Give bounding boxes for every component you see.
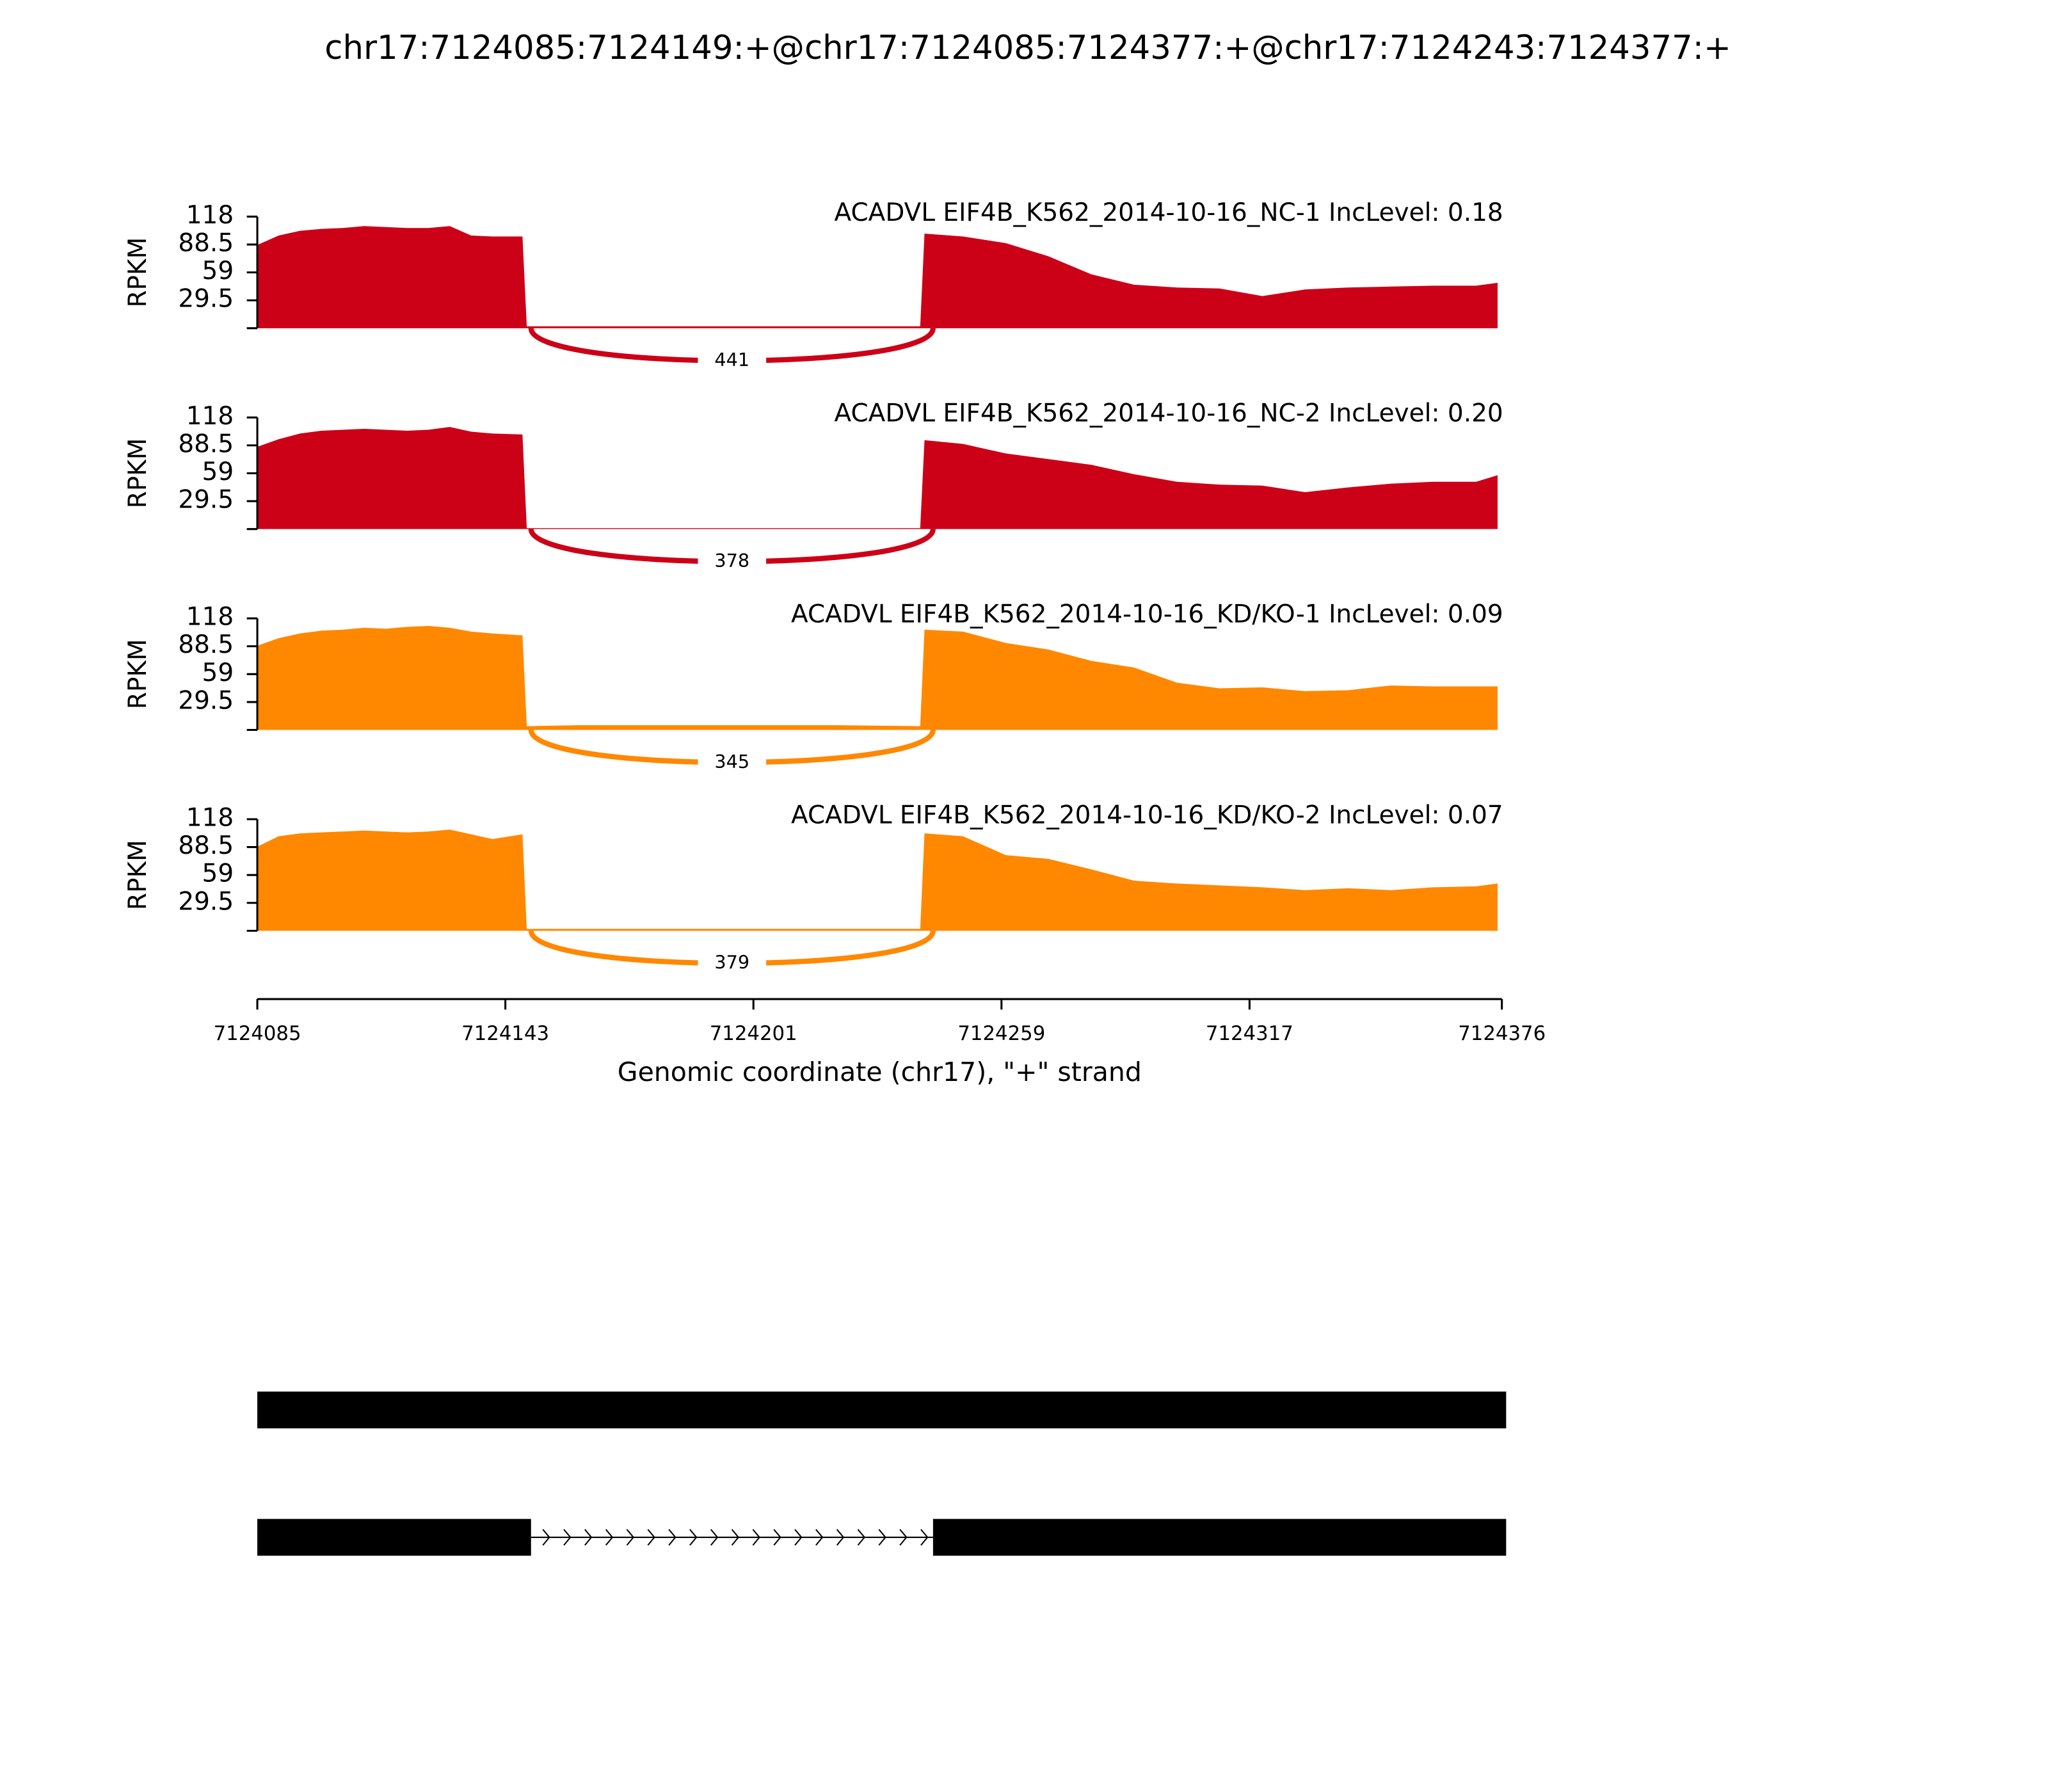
y-axis-label: RPKM xyxy=(124,840,152,910)
intron-chevron xyxy=(563,1529,572,1546)
x-tick-label: 7124201 xyxy=(710,1022,797,1045)
panel-title: ACADVL EIF4B_K562_2014-10-16_KD/KO-1 Inc… xyxy=(791,600,1503,629)
intron-chevron xyxy=(857,1529,866,1546)
y-tick-label: 29.5 xyxy=(178,887,234,916)
intron-chevron xyxy=(668,1529,676,1546)
junction-label: 379 xyxy=(714,952,749,973)
y-tick-label: 29.5 xyxy=(178,486,234,515)
x-tick-label: 7124376 xyxy=(1458,1022,1546,1045)
y-tick-label: 59 xyxy=(202,860,234,888)
junction-label-bg xyxy=(698,348,767,374)
junction-label: 378 xyxy=(714,550,749,572)
intron-chevron xyxy=(836,1529,845,1546)
intron-chevron xyxy=(920,1529,929,1546)
exon xyxy=(257,1519,531,1556)
coverage-area xyxy=(257,829,1498,931)
exon xyxy=(257,1391,1507,1428)
y-tick-label: 29.5 xyxy=(178,285,234,314)
junction-label: 345 xyxy=(714,751,749,772)
intron-chevron xyxy=(542,1529,550,1546)
junction-label: 441 xyxy=(714,349,749,371)
intron-chevron xyxy=(899,1529,908,1546)
y-tick-label: 59 xyxy=(202,458,234,486)
junction-label-bg xyxy=(698,749,767,776)
intron-chevron xyxy=(605,1529,614,1546)
y-tick-label: 29.5 xyxy=(178,686,234,715)
coverage-area xyxy=(257,226,1498,328)
x-tick-label: 7124085 xyxy=(214,1022,301,1045)
panel-title: ACADVL EIF4B_K562_2014-10-16_KD/KO-2 Inc… xyxy=(791,801,1503,829)
intron-chevron xyxy=(878,1529,886,1546)
intron-chevron xyxy=(731,1529,740,1546)
intron-chevron xyxy=(815,1529,824,1546)
coverage-area xyxy=(257,427,1498,529)
coverage-area xyxy=(257,625,1498,730)
junction-label-bg xyxy=(698,548,767,575)
intron-chevron xyxy=(794,1529,803,1546)
panel-title: ACADVL EIF4B_K562_2014-10-16_NC-2 IncLev… xyxy=(835,399,1503,428)
y-tick-label: 88.5 xyxy=(178,831,234,860)
x-tick-label: 7124143 xyxy=(461,1022,549,1045)
y-axis-label: RPKM xyxy=(124,438,152,509)
x-axis-label: Genomic coordinate (chr17), "+" strand xyxy=(618,1057,1142,1087)
y-tick-label: 59 xyxy=(202,257,234,285)
intron-chevron xyxy=(584,1529,593,1546)
x-tick-label: 7124317 xyxy=(1206,1022,1293,1045)
intron-chevron xyxy=(626,1529,635,1546)
y-tick-label: 118 xyxy=(186,402,234,431)
y-tick-label: 88.5 xyxy=(178,630,234,659)
intron-chevron xyxy=(647,1529,655,1546)
y-tick-label: 88.5 xyxy=(178,229,234,258)
junction-label-bg xyxy=(698,950,767,977)
intron-chevron xyxy=(710,1529,719,1546)
intron-chevron xyxy=(773,1529,781,1546)
y-tick-label: 118 xyxy=(186,201,234,230)
x-tick-label: 7124259 xyxy=(957,1022,1045,1045)
chart-title: chr17:7124085:7124149:+@chr17:7124085:71… xyxy=(324,29,1731,67)
y-tick-label: 118 xyxy=(186,804,234,833)
y-tick-label: 88.5 xyxy=(178,429,234,458)
y-tick-label: 59 xyxy=(202,659,234,687)
exon xyxy=(932,1519,1507,1556)
y-axis-label: RPKM xyxy=(124,237,152,308)
panel-title: ACADVL EIF4B_K562_2014-10-16_NC-1 IncLev… xyxy=(835,198,1503,227)
y-axis-label: RPKM xyxy=(124,639,152,709)
intron-chevron xyxy=(752,1529,760,1546)
y-tick-label: 118 xyxy=(186,603,234,632)
intron-chevron xyxy=(689,1529,698,1546)
